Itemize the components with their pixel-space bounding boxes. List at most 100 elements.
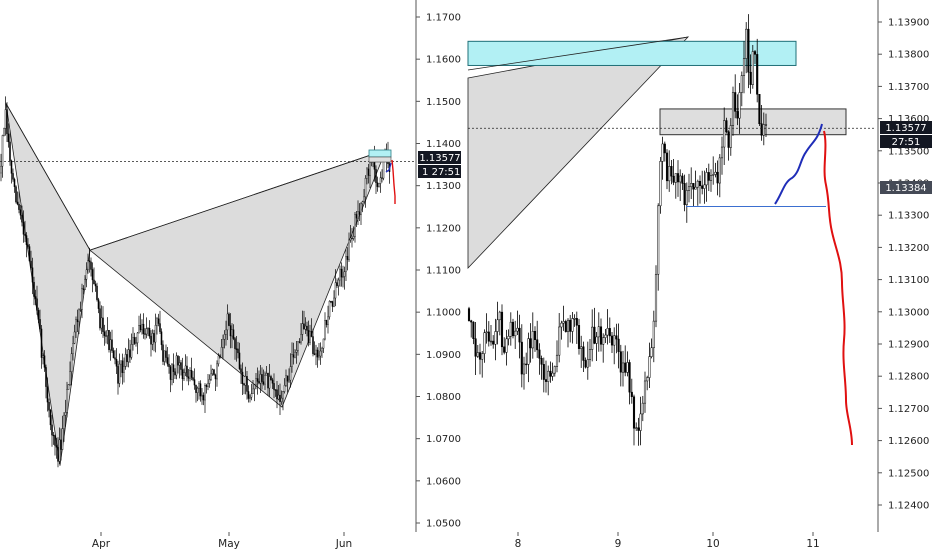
candle-body [597,326,600,338]
candle-body [142,323,145,334]
candle-body [478,352,482,360]
candle-body [474,338,477,357]
candle-body [166,357,169,365]
candle-body [129,349,131,358]
candle-body [507,336,510,340]
candle-body [500,311,504,348]
candle-body [762,124,765,136]
candle-body [201,394,203,397]
candle-body [84,278,86,290]
candle-body [703,184,706,189]
candle-body [79,309,82,311]
x-tick-label: 9 [615,538,622,550]
right-chart-panel[interactable]: 1.139001.138001.137001.136001.135001.134… [467,0,932,550]
candle-body [333,297,335,307]
candle-body [118,363,121,384]
candle-body [205,385,208,387]
candle-body [685,190,688,206]
candle-body [58,439,61,462]
candle-body [716,171,719,184]
y-tick-label: 1.15000 [426,97,467,108]
candle-body [615,335,618,340]
candle-body [48,401,50,411]
candle-body [481,353,484,360]
candle-body [178,362,181,366]
candle-body [112,350,115,358]
candle-body [571,318,574,332]
candle-body [52,434,55,437]
candle-body [285,375,287,386]
candle-body [82,288,85,290]
candle-body [367,168,370,176]
candle-body [90,261,92,270]
candle-body [681,175,684,184]
x-tick-label: 8 [515,538,522,550]
candle-body [15,186,17,203]
candle-body [72,343,74,354]
candle-body [679,175,682,183]
candle-body [283,385,286,392]
countdown-label: 27:51 [892,137,921,148]
y-tick-label: 1.12700 [888,404,929,415]
candle-body [213,369,215,376]
candle-body [105,335,107,337]
candle-body [327,316,329,325]
candle-body [43,355,46,368]
candle-body [231,329,233,337]
candle-body [582,346,585,361]
candle-body [690,183,693,188]
candle-body [564,321,567,332]
candle-body [192,377,194,380]
candle-body [577,325,581,349]
candle-body [492,340,495,345]
candle-body [138,325,140,334]
candle-body [599,326,603,345]
candle-body [103,331,106,336]
candle-body [39,319,41,330]
candle-body [573,318,576,320]
candle-body [321,348,323,352]
candle-body [646,377,649,382]
candle-body [361,201,364,205]
candle-body [381,177,383,179]
candle-body [184,365,187,373]
candle-body [352,236,355,239]
left-candles [0,96,391,468]
candle-body [277,394,280,400]
candle-body [67,384,70,390]
candle-body [514,330,517,337]
candle-body [42,355,44,358]
candle-body [286,375,289,382]
candle-body [714,171,717,175]
candle-body [330,301,332,303]
candle-body [538,349,541,359]
candle-body [226,313,229,331]
candle-body [696,180,699,188]
candle-body [705,172,708,186]
candle-body [282,391,284,399]
candle-body [195,384,197,393]
candle-body [749,71,752,85]
candle-body [6,109,8,135]
candle-body [694,186,697,190]
candle-body [650,347,653,357]
candle-body [628,362,631,393]
candle-body [163,350,166,362]
candle-body [106,330,109,337]
candle-body [328,301,331,318]
candle-body [608,328,611,337]
candle-body [683,183,686,206]
candle-body [193,379,196,386]
candle-body [243,383,245,386]
candle-body [270,376,272,381]
candle-body [169,366,172,380]
candle-body [288,379,290,382]
candle-body [602,337,605,345]
candle-body [520,341,523,375]
candle-body [358,211,361,215]
candle-body [273,383,275,390]
candle-body [162,344,164,362]
candle-body [591,326,594,350]
left-chart-panel[interactable]: 1.17000 1.16000 1.15000 1.14000 1.13000 1.120… [0,0,467,550]
pattern-line [467,36,689,71]
